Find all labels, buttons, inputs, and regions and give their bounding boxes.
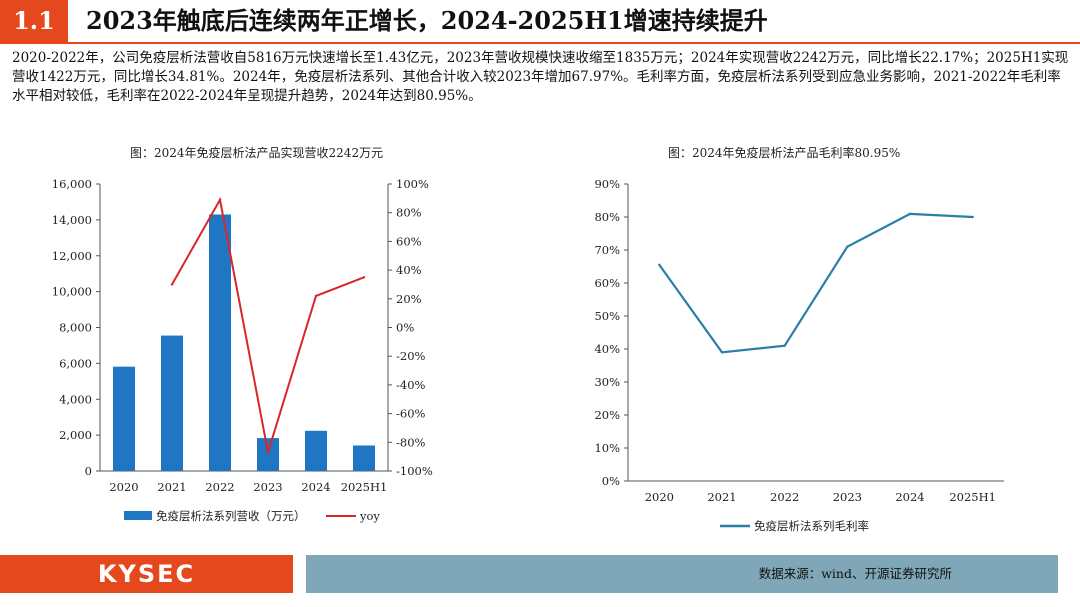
y2-tick-label: 20% [396, 292, 422, 306]
revenue-chart: 0 2,000 4,000 6,000 8,000 10,000 12,000 14,000 1… [52, 177, 433, 523]
y-tick-label: 30% [594, 375, 620, 389]
yoy-point [362, 276, 366, 279]
y2-tick-label: -40% [396, 378, 426, 392]
kysec-logo: KYSEC [0, 555, 293, 593]
y-tick-label: 0% [602, 474, 620, 488]
x-tick-label: 2025H1 [949, 490, 996, 504]
y-tick-label: 2,000 [59, 428, 92, 442]
y2-tick-label: 100% [396, 177, 429, 191]
margin-point [846, 245, 849, 248]
y-tick-label: 20% [594, 408, 620, 422]
y-tick-label: 14,000 [52, 213, 92, 227]
yoy-point [218, 198, 222, 201]
y2-tick-label: 40% [396, 263, 422, 277]
margin-point [658, 263, 661, 267]
x-tick-label: 2021 [707, 490, 736, 504]
revenue-bar [257, 438, 279, 471]
y-tick-label: 70% [594, 243, 620, 257]
y-tick-label: 4,000 [59, 392, 92, 406]
margin-point [720, 351, 724, 354]
revenue-bar [305, 430, 327, 471]
y-tick-label: 50% [594, 309, 620, 323]
logo-text: KYSEC [97, 560, 196, 588]
x-tick-label: 2022 [770, 490, 799, 504]
revenue-bar [209, 214, 231, 471]
revenue-bar [161, 335, 183, 471]
x-tick-label: 2024 [895, 490, 924, 504]
title-divider [0, 42, 1080, 44]
y-tick-label: 10,000 [52, 285, 92, 299]
y-tick-label: 10% [594, 441, 620, 455]
y2-tick-label: -60% [396, 407, 426, 421]
legend-bar-label: 免疫层析法系列营收（万元） [156, 509, 306, 523]
y-tick-label: 16,000 [52, 177, 92, 191]
revenue-chart-panel: 图：2024年免疫层析法产品实现营收2242万元 0 2,000 4,000 6,00… [40, 142, 480, 542]
page-title: 2023年触底后连续两年正增长，2024-2025H1增速持续提升 [86, 6, 768, 35]
margin-chart-title: 图：2024年免疫层析法产品毛利率80.95% [668, 146, 901, 160]
x-tick-label: 2020 [645, 490, 674, 504]
summary-text: 2020-2022年，公司免疫层析法营收自5816万元快速增长至1.43亿元，2… [12, 50, 1069, 104]
revenue-bar [113, 366, 135, 471]
margin-point [971, 215, 974, 219]
y2-tick-label: 80% [396, 206, 422, 220]
data-source: 数据来源：wind、开源证券研究所 [758, 566, 952, 581]
y-tick-label: 6,000 [59, 356, 92, 370]
y-tick-label: 60% [594, 276, 620, 290]
x-tick-label: 2023 [253, 480, 282, 494]
footer-bar: 数据来源：wind、开源证券研究所 [306, 555, 1058, 593]
y-tick-label: 8,000 [59, 321, 92, 335]
x-tick-label: 2024 [301, 480, 330, 494]
margin-chart: 0% 10% 20% 30% 40% 50% 60% 70% 80% 90% 2020 2021 202… [594, 177, 1004, 533]
y-tick-label: 80% [594, 210, 620, 224]
x-tick-label: 2023 [833, 490, 862, 504]
yoy-point [170, 283, 174, 286]
legend-line-label: yoy [359, 509, 380, 523]
revenue-chart-title: 图：2024年免疫层析法产品实现营收2242万元 [130, 146, 384, 160]
margin-point [783, 344, 786, 347]
y-tick-label: 90% [594, 177, 620, 191]
y2-tick-label: -20% [396, 349, 426, 363]
margin-chart-panel: 图：2024年免疫层析法产品毛利率80.95% 0% 10% 20% 30% 40% 50… [560, 142, 1020, 542]
x-tick-label: 2022 [205, 480, 234, 494]
y2-tick-label: 60% [396, 234, 422, 248]
y2-tick-label: 0% [396, 321, 414, 335]
margin-point [908, 212, 912, 216]
y2-tick-label: -100% [396, 464, 433, 478]
yoy-point [314, 294, 318, 298]
yoy-line [171, 196, 365, 453]
y-tick-label: 0 [85, 464, 92, 478]
y2-tick-label: -80% [396, 435, 426, 449]
x-tick-label: 2025H1 [341, 480, 388, 494]
y-tick-label: 40% [594, 342, 620, 356]
y-tick-label: 12,000 [52, 249, 92, 263]
section-number: 1.1 [0, 0, 68, 42]
revenue-bar [353, 445, 375, 471]
title-bar: 1.1 2023年触底后连续两年正增长，2024-2025H1增速持续提升 [0, 0, 1080, 42]
yoy-point [266, 451, 270, 454]
legend-bar-swatch [124, 511, 152, 520]
x-tick-label: 2021 [157, 480, 186, 494]
x-tick-label: 2020 [109, 480, 138, 494]
margin-line [658, 212, 973, 354]
legend-line-label: 免疫层析法系列毛利率 [754, 519, 869, 533]
